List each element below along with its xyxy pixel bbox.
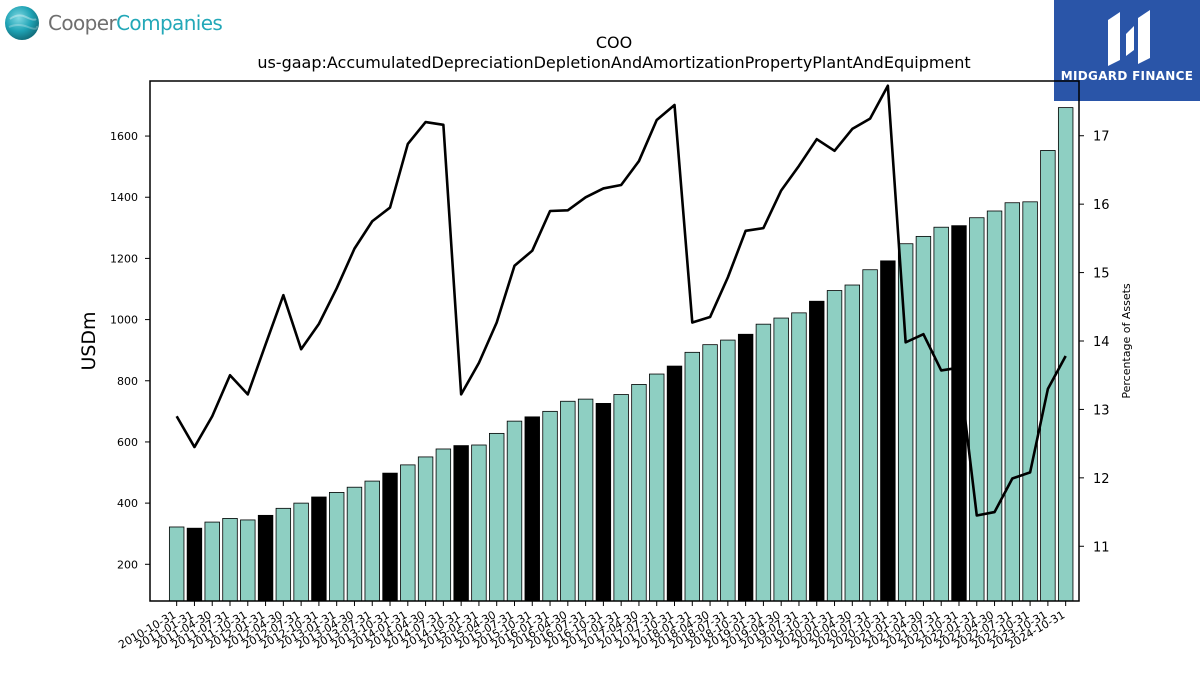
chart-title: COO — [596, 33, 632, 52]
y-tick-label-800: 800 — [117, 375, 138, 388]
bar-2018-04-30 — [702, 344, 718, 602]
bar-2016-04-30 — [560, 400, 576, 602]
y-tick-label-1600: 1600 — [110, 130, 138, 143]
chart-subtitle: us-gaap:AccumulatedDepreciationDepletion… — [257, 53, 970, 72]
midgard-m-icon — [1108, 10, 1150, 66]
globe-icon — [5, 6, 39, 40]
bar-2012-10-31 — [311, 496, 327, 602]
bar-2013-01-31 — [328, 492, 345, 602]
bar-2022-10-31 — [1022, 201, 1038, 602]
y2-tick-label-16: 16 — [1093, 198, 1110, 213]
percentage-line — [175, 84, 1067, 517]
bar-2020-10-31 — [880, 260, 896, 602]
bar-2019-10-31 — [809, 300, 825, 602]
bar-2011-04-30 — [204, 521, 220, 602]
bar-2024-10-31 — [1057, 107, 1074, 602]
bar-2019-04-30 — [773, 317, 789, 602]
bar-2016-07-31 — [577, 398, 594, 602]
y-tick-label-1000: 1000 — [110, 314, 138, 327]
y-tick-label-400: 400 — [117, 497, 138, 510]
bar-2020-04-30 — [844, 284, 861, 602]
y-tick-label-200: 200 — [117, 558, 138, 571]
bar-2015-07-31 — [506, 420, 523, 602]
bar-2012-01-31 — [257, 514, 274, 602]
y-tick-label-1400: 1400 — [110, 191, 138, 204]
y2-tick-label-15: 15 — [1093, 267, 1110, 282]
bar-2021-07-31 — [933, 226, 949, 602]
right-logo-text: MIDGARD FINANCE — [1060, 69, 1194, 83]
midgard-finance-logo: MIDGARD FINANCE — [1054, 0, 1200, 101]
bar-2010-10-31 — [168, 526, 185, 602]
y2-axis-label: Percentage of Assets — [1120, 283, 1133, 399]
y-tick-label-600: 600 — [117, 436, 138, 449]
bar-2016-10-31 — [595, 402, 612, 602]
bar-2021-01-31 — [897, 243, 914, 602]
bar-2022-07-31 — [1004, 202, 1021, 602]
y2-tick-label-14: 14 — [1093, 335, 1110, 350]
bar-2022-01-31 — [969, 217, 985, 602]
y2-tick-label-12: 12 — [1093, 472, 1110, 487]
bar-2013-10-31 — [382, 472, 398, 602]
bar-2014-07-31 — [435, 448, 452, 602]
y2-tick-label-11: 11 — [1093, 540, 1110, 555]
bar-2015-10-31 — [524, 416, 540, 602]
bar-2017-10-31 — [666, 365, 683, 602]
bar-2019-01-31 — [755, 323, 772, 602]
y2-tick-label-17: 17 — [1093, 130, 1110, 145]
bar-2011-07-31 — [222, 518, 238, 602]
bar-2017-04-30 — [631, 384, 647, 602]
bar-2013-04-30 — [346, 486, 363, 602]
bar-2012-04-30 — [275, 507, 292, 602]
bar-2011-10-31 — [240, 519, 256, 602]
bar-2014-01-31 — [400, 464, 416, 602]
bar-2014-10-31 — [453, 445, 469, 602]
bar-2018-07-31 — [720, 339, 736, 602]
bar-2020-01-31 — [826, 290, 843, 602]
bar-2020-07-31 — [862, 269, 878, 602]
bar-2023-10-31 — [1040, 150, 1056, 602]
bar-2015-01-31 — [471, 444, 487, 602]
bar-2019-07-31 — [791, 312, 807, 602]
bar-2022-04-30 — [986, 210, 1003, 602]
bar-2021-04-30 — [915, 235, 932, 602]
y-axis-label: USDm — [78, 311, 100, 370]
bar-2014-04-30 — [417, 456, 434, 602]
bar-2018-10-31 — [737, 333, 754, 602]
y2-tick-label-13: 13 — [1093, 403, 1110, 418]
left-logo-text: CooperCompanies — [48, 11, 223, 35]
cooper-companies-logo: CooperCompanies — [4, 4, 223, 42]
bar-2013-07-31 — [364, 480, 380, 602]
bar-2017-07-31 — [649, 373, 665, 602]
bar-2018-01-31 — [684, 351, 700, 602]
bar-2012-07-31 — [293, 502, 309, 602]
y-tick-label-1200: 1200 — [110, 252, 138, 265]
bar-2016-01-31 — [542, 410, 558, 602]
bar-2015-04-30 — [489, 432, 505, 602]
bar-2011-01-31 — [186, 527, 203, 602]
bar-2017-01-31 — [613, 394, 629, 602]
